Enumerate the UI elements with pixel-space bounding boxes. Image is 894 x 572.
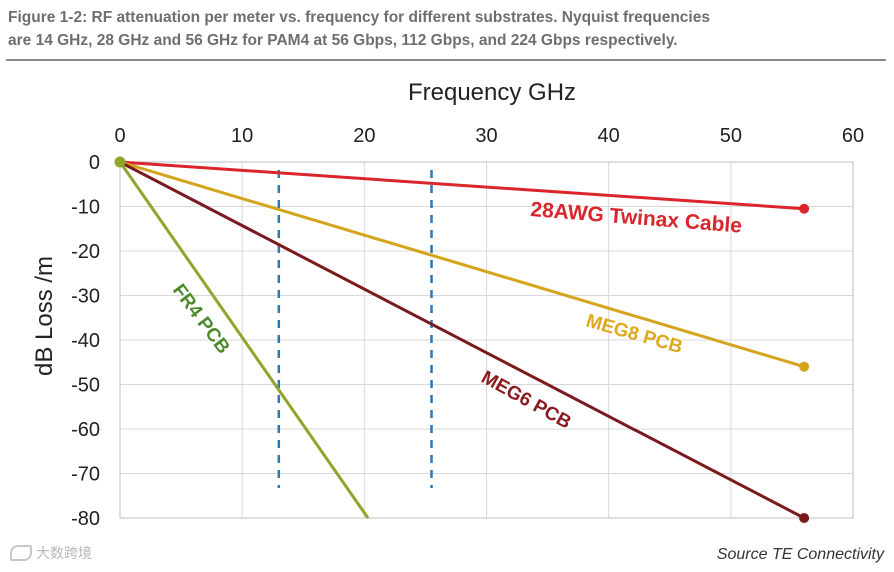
series-endpoint-28awg-twinax-cable <box>799 203 810 214</box>
nyquist-markers <box>277 170 433 488</box>
origin-point <box>114 156 126 168</box>
figure-caption: Figure 1-2: RF attenuation per meter vs.… <box>8 9 710 49</box>
watermark-text: 大数跨境 <box>36 545 92 561</box>
series-line-28awg-twinax-cable <box>119 160 805 211</box>
x-tick-label: 30 <box>475 125 497 147</box>
series-line-meg6-pcb <box>119 160 805 520</box>
watermark-logo-icon <box>10 545 32 561</box>
y-tick-label: -40 <box>71 330 100 352</box>
series-endpoint-meg6-pcb <box>799 513 810 523</box>
series-lines <box>114 156 810 523</box>
x-tick-label: 10 <box>231 125 253 147</box>
x-tick-label: 50 <box>720 125 742 147</box>
series-line-meg8-pcb <box>119 160 805 369</box>
y-tick-label: -50 <box>71 375 100 397</box>
tick-labels: 0 10 20 30 40 50 60 0 -10 -20 -30 -40 -50 -60 -70 -80 <box>71 125 864 530</box>
y-tick-label: -60 <box>71 419 100 441</box>
x-axis-label: Frequency GHz <box>408 79 576 106</box>
x-tick-label: 0 <box>114 125 125 147</box>
chart-grid <box>119 161 854 519</box>
x-tick-label: 40 <box>598 125 620 147</box>
y-tick-label: -10 <box>71 197 100 219</box>
label-fr4: FR4 PCB <box>168 280 234 358</box>
x-tick-label: 60 <box>842 125 864 147</box>
y-tick-label: -80 <box>71 508 100 530</box>
label-meg6: MEG6 PCB <box>478 367 575 433</box>
y-tick-label: -30 <box>71 286 100 308</box>
series-line-fr4-pcb <box>118 161 370 519</box>
y-tick-label: -20 <box>71 241 100 263</box>
label-twinax: 28AWG Twinax Cable <box>530 198 743 238</box>
series-endpoint-meg8-pcb <box>799 361 810 372</box>
source-note: Source TE Connectivity <box>716 546 884 563</box>
x-tick-label: 20 <box>353 125 375 147</box>
y-tick-label: -70 <box>71 464 100 486</box>
y-axis-label: dB Loss /m <box>31 256 58 376</box>
caption-divider <box>6 59 886 61</box>
y-tick-label: 0 <box>89 152 100 174</box>
plot-border <box>119 161 854 519</box>
watermark: 大数跨境 <box>10 543 92 563</box>
label-meg8: MEG8 PCB <box>584 311 685 359</box>
